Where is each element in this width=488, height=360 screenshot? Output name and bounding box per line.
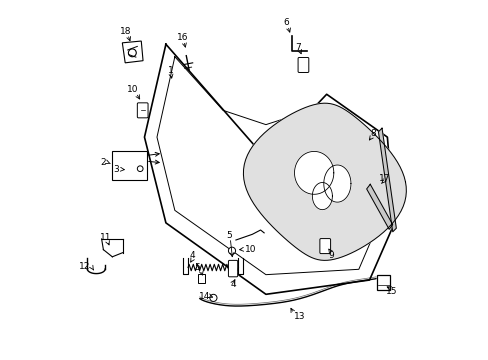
FancyBboxPatch shape <box>137 103 148 118</box>
Text: 12: 12 <box>79 262 90 271</box>
Text: 17: 17 <box>378 174 389 183</box>
Text: 13: 13 <box>293 312 305 321</box>
Circle shape <box>228 247 235 254</box>
Text: 8: 8 <box>369 129 375 138</box>
FancyBboxPatch shape <box>197 274 204 283</box>
Text: 5: 5 <box>194 263 200 272</box>
Polygon shape <box>378 128 395 232</box>
Text: 4: 4 <box>230 280 235 289</box>
Polygon shape <box>312 183 332 210</box>
Text: 11: 11 <box>100 233 111 242</box>
FancyBboxPatch shape <box>319 239 330 253</box>
Polygon shape <box>294 152 333 194</box>
Text: 10: 10 <box>127 85 139 94</box>
Circle shape <box>209 294 217 301</box>
Text: 1: 1 <box>167 66 173 75</box>
Text: 16: 16 <box>177 33 188 42</box>
Text: 6: 6 <box>283 18 289 27</box>
Polygon shape <box>366 184 392 229</box>
Text: 7: 7 <box>295 42 300 51</box>
FancyBboxPatch shape <box>298 58 308 72</box>
Text: 14: 14 <box>199 292 210 301</box>
Polygon shape <box>323 165 350 202</box>
Text: 4: 4 <box>189 251 195 260</box>
FancyBboxPatch shape <box>112 151 146 180</box>
Text: 10: 10 <box>244 245 256 254</box>
Text: 2: 2 <box>100 158 106 167</box>
Text: 18: 18 <box>120 27 131 36</box>
Text: 9: 9 <box>328 251 334 260</box>
Text: 5: 5 <box>226 230 232 239</box>
Text: 15: 15 <box>385 287 397 296</box>
Polygon shape <box>243 103 406 260</box>
FancyBboxPatch shape <box>228 260 237 277</box>
FancyBboxPatch shape <box>377 275 389 290</box>
Text: 3: 3 <box>113 165 119 174</box>
Polygon shape <box>144 44 394 294</box>
